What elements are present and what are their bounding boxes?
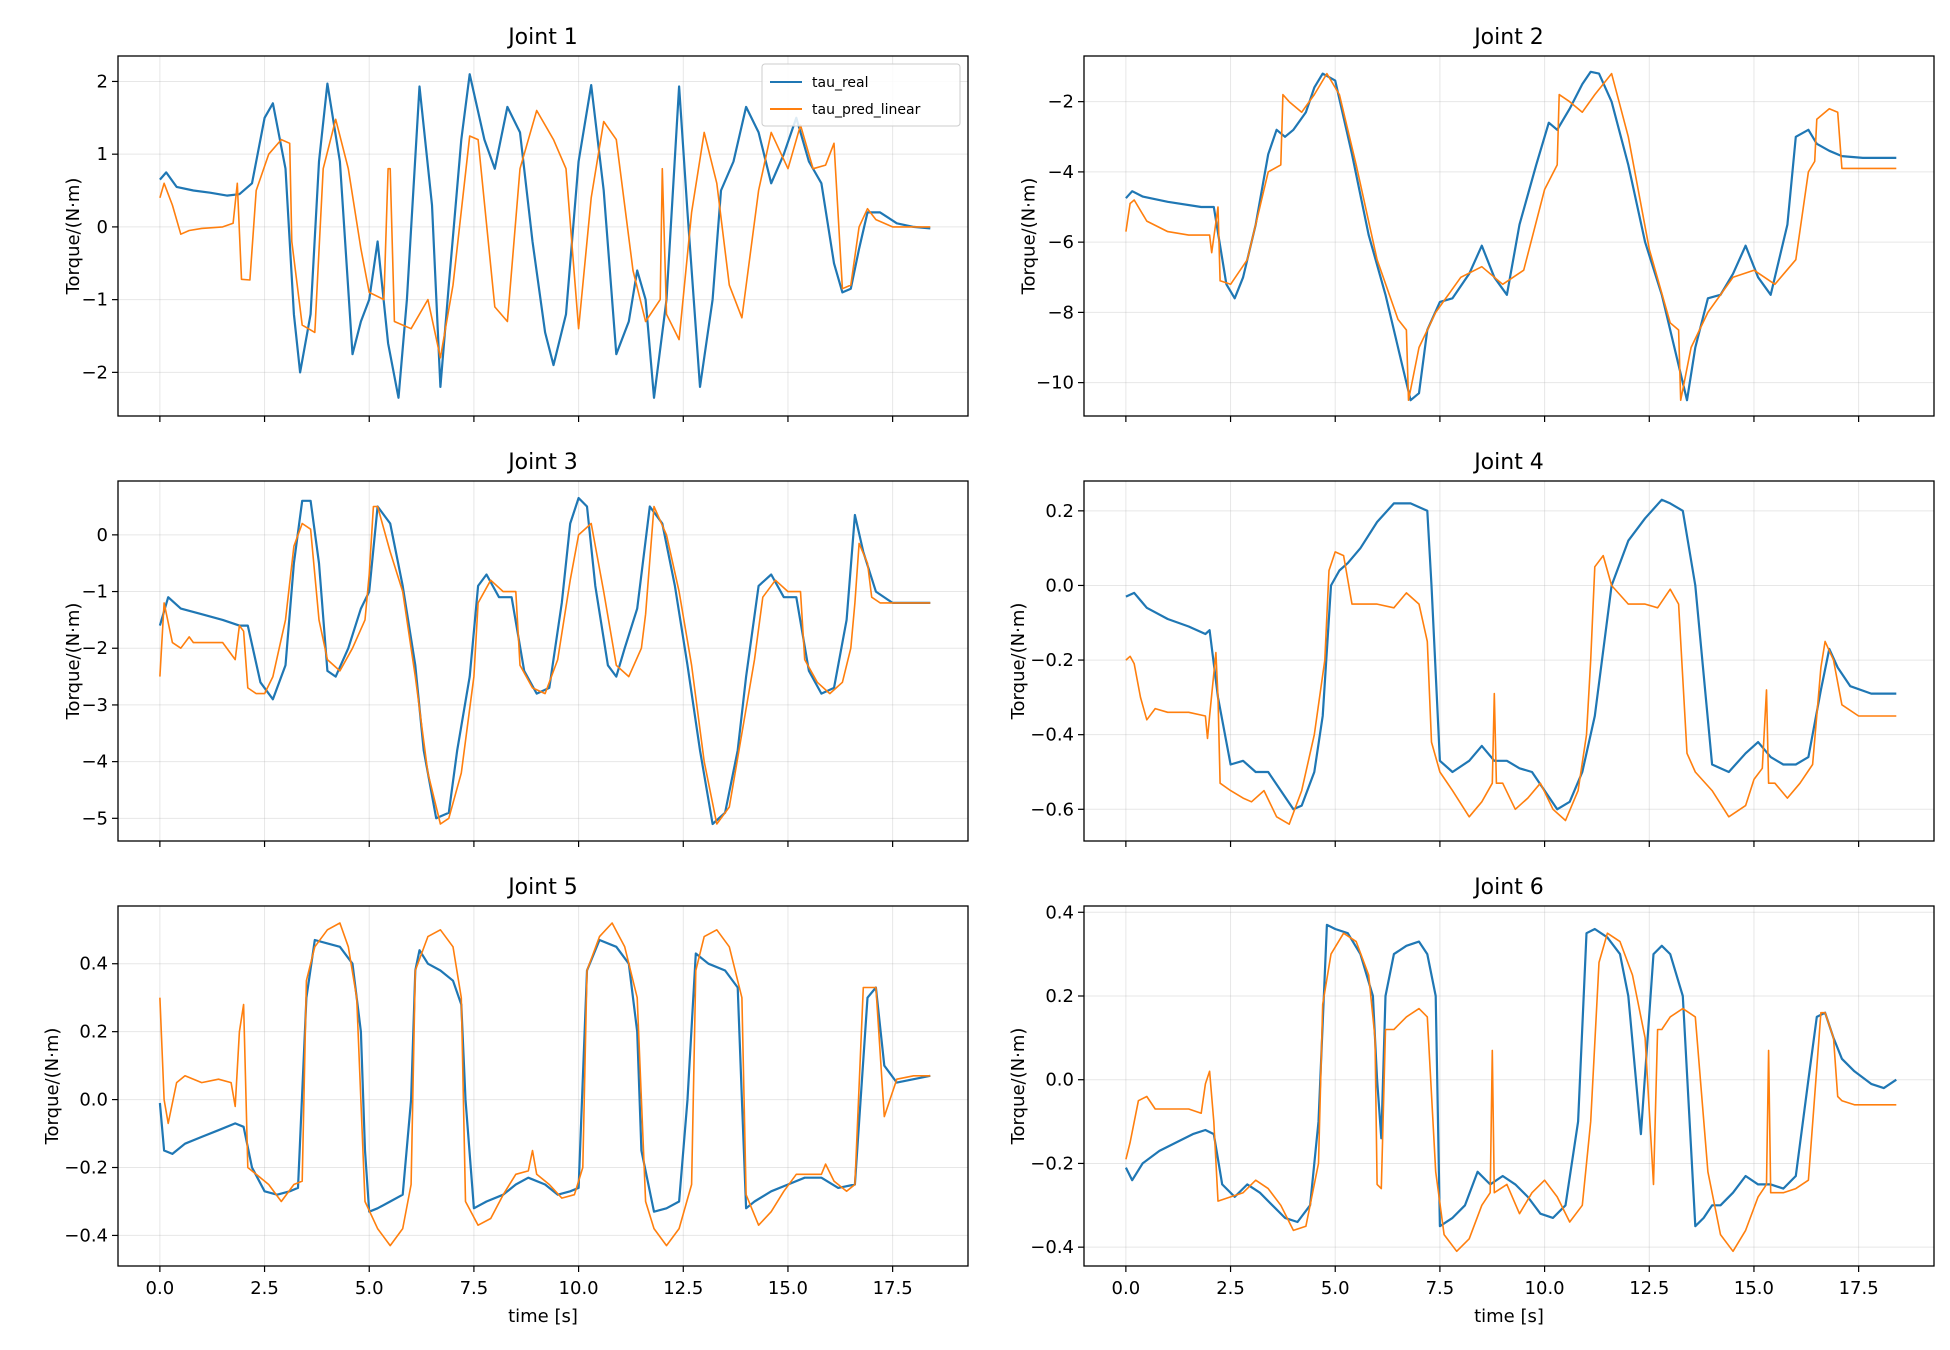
y-tick-label: 0.0: [79, 1090, 108, 1111]
subplot-title: Joint 3: [506, 450, 578, 475]
y-tick-label: −2: [81, 362, 108, 383]
series-line-tau-pred-linear: [159, 922, 931, 1247]
series-line-tau-pred-linear: [1125, 932, 1897, 1253]
legend: tau_real tau_pred_linear: [761, 63, 961, 127]
subplot-joint-2: −10 −8 −6 −4 −2 Joint 2 Torque/(N·m): [1019, 25, 1935, 422]
y-tick-label: −1: [81, 582, 108, 603]
subplot-title: Joint 5: [506, 875, 578, 900]
y-tick-label: −4: [1047, 162, 1074, 183]
x-tick-label: 7.5: [1426, 1278, 1455, 1299]
y-tick-label: 0.2: [1045, 986, 1074, 1007]
x-tick-label: 5.0: [1321, 1278, 1350, 1299]
plot-frame: [1083, 480, 1935, 842]
series-line-tau-pred-linear: [159, 505, 931, 825]
plot-frame: [117, 55, 969, 417]
x-tick-label: 17.5: [1839, 1278, 1879, 1299]
y-axis-label: Torque/(N·m): [63, 603, 84, 721]
x-tick-label: 12.5: [1629, 1278, 1669, 1299]
subplot-title: Joint 4: [1472, 450, 1544, 475]
y-tick-label: 2: [97, 71, 108, 92]
plot-frame: [1083, 905, 1935, 1267]
y-tick-label: 0.0: [1045, 1070, 1074, 1091]
x-tick-label: 12.5: [663, 1278, 703, 1299]
series-line-tau-real: [1124, 923, 1897, 1228]
series-line-tau-pred-linear: [1125, 551, 1897, 825]
x-tick-label: 0.0: [1112, 1278, 1141, 1299]
y-axis-label: Torque/(N·m): [42, 1028, 63, 1146]
series-line-tau-real: [159, 73, 931, 399]
y-tick-label: −0.6: [1030, 799, 1074, 820]
x-axis-label: time [s]: [508, 1306, 578, 1327]
legend-box: [761, 63, 961, 127]
subplot-title: Joint 2: [1472, 25, 1544, 50]
x-tick-label: 15.0: [1734, 1278, 1774, 1299]
series-line-tau-pred-linear: [1125, 72, 1897, 401]
y-tick-label: −8: [1047, 302, 1074, 323]
y-axis-label: Torque/(N·m): [63, 178, 84, 296]
y-axis-label: Torque/(N·m): [1019, 178, 1040, 296]
y-tick-label: −5: [81, 808, 108, 829]
x-tick-label: 2.5: [1216, 1278, 1245, 1299]
subplot-joint-6: 0.0 2.5 5.0 7.5 10.0 12.5 15.0 17.5 −0.4 −0.2 0.0 0…: [1008, 875, 1935, 1327]
y-axis-label: Torque/(N·m): [1008, 1028, 1029, 1146]
y-tick-label: 0.2: [1045, 501, 1074, 522]
x-tick-label: 10.0: [559, 1278, 599, 1299]
y-tick-label: −6: [1047, 232, 1074, 253]
y-tick-label: 0: [97, 217, 108, 238]
grid: [1084, 906, 1934, 1266]
y-tick-label: −0.4: [1030, 1237, 1074, 1258]
y-tick-label: 1: [97, 144, 108, 165]
x-tick-label: 0.0: [146, 1278, 175, 1299]
subplot-joint-5: 0.0 2.5 5.0 7.5 10.0 12.5 15.0 17.5 −0.4 −0.2 0.0 0…: [42, 875, 969, 1327]
grid: [1084, 56, 1934, 416]
series-line-tau-real: [158, 496, 931, 826]
x-tick-label: 17.5: [873, 1278, 913, 1299]
x-axis-label: time [s]: [1474, 1306, 1544, 1327]
series-line-tau-real: [1125, 70, 1897, 402]
y-tick-label: 0.4: [1045, 902, 1074, 923]
x-tick-label: 5.0: [355, 1278, 384, 1299]
grid: [1084, 481, 1934, 841]
y-tick-label: −4: [81, 752, 108, 773]
y-tick-label: 0: [97, 525, 108, 546]
x-tick-label: 10.0: [1525, 1278, 1565, 1299]
y-tick-label: 0.0: [1045, 575, 1074, 596]
y-tick-label: −2: [81, 638, 108, 659]
y-tick-label: −0.4: [64, 1225, 108, 1246]
y-tick-label: −0.2: [64, 1158, 108, 1179]
legend-label: tau_pred_linear: [812, 102, 921, 118]
y-tick-label: −0.2: [1030, 650, 1074, 671]
x-tick-label: 15.0: [768, 1278, 808, 1299]
grid: [118, 481, 968, 841]
subplot-title: Joint 6: [1472, 875, 1544, 900]
y-axis-label: Torque/(N·m): [1008, 603, 1029, 721]
series-line-tau-real: [1125, 498, 1897, 811]
series-line-tau-pred-linear: [159, 109, 931, 359]
subplot-title: Joint 1: [506, 25, 578, 50]
series-line-tau-real: [158, 938, 931, 1213]
y-tick-label: −10: [1036, 373, 1074, 394]
subplot-joint-1: −2 −1 0 1 2 Joint 1 Torque/(N·m) tau_real tau_pr…: [63, 25, 969, 422]
plot-frame: [1083, 55, 1935, 417]
grid: [118, 906, 968, 1266]
y-tick-label: −2: [1047, 92, 1074, 113]
y-tick-label: 0.2: [79, 1022, 108, 1043]
subplot-joint-4: −0.6 −0.4 −0.2 0.0 0.2 Joint 4 Torque/(N·m): [1008, 450, 1935, 847]
y-tick-label: −0.2: [1030, 1153, 1074, 1174]
legend-label: tau_real: [812, 75, 868, 91]
x-tick-label: 7.5: [460, 1278, 489, 1299]
plot-frame: [117, 905, 969, 1267]
y-tick-label: −3: [81, 695, 108, 716]
plot-frame: [117, 480, 969, 842]
subplot-joint-3: −5 −4 −3 −2 −1 0 Joint 3 Torque/(N·m): [63, 450, 969, 847]
x-tick-label: 2.5: [250, 1278, 279, 1299]
y-tick-label: −1: [81, 290, 108, 311]
y-tick-label: 0.4: [79, 954, 108, 975]
y-tick-label: −0.4: [1030, 725, 1074, 746]
